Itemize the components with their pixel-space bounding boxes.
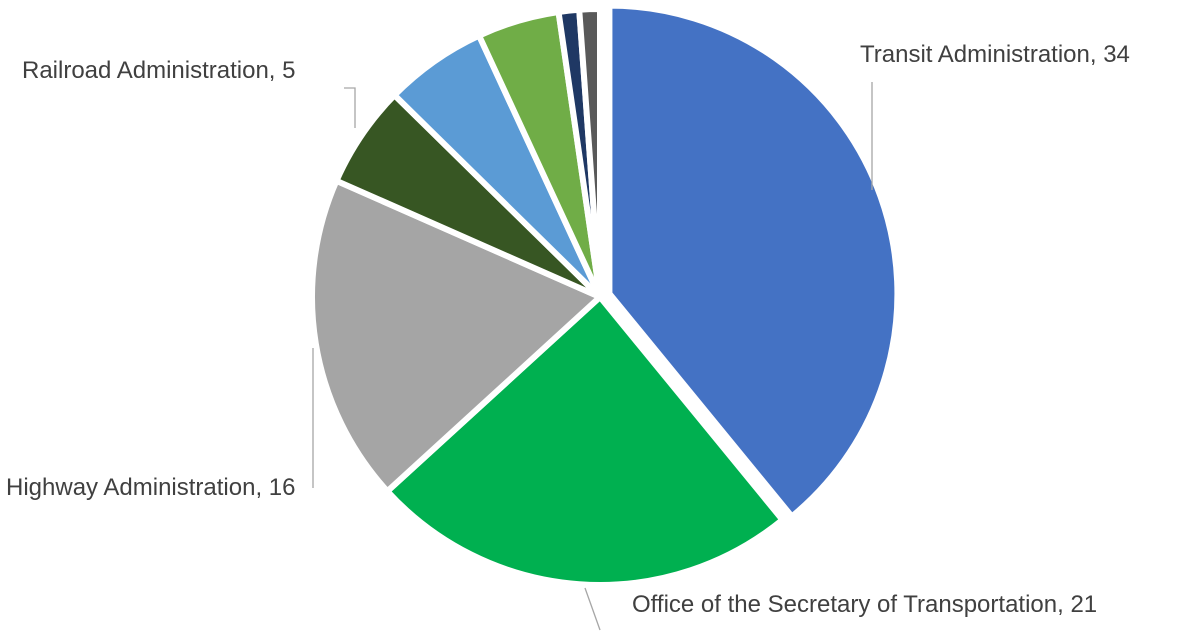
pie-slice-3 — [309, 176, 606, 496]
leader-lines — [312, 82, 873, 631]
pie-slice-1 — [606, 2, 901, 521]
data-label-3: Highway Administration, 16 — [6, 474, 295, 501]
data-label-2: Office of the Secretary of Transportatio… — [632, 591, 1097, 618]
pie-slice-2 — [383, 292, 787, 588]
leader-line-2 — [584, 587, 601, 631]
data-label-1: Transit Administration, 34 — [860, 41, 1130, 68]
pie-slices — [309, 2, 901, 588]
data-labels: Transit Administration, 34 Office of the … — [6, 41, 1130, 618]
leader-line-4 — [344, 87, 356, 128]
data-label-4: Railroad Administration, 5 — [22, 57, 295, 84]
pie-slice-8 — [576, 5, 603, 298]
